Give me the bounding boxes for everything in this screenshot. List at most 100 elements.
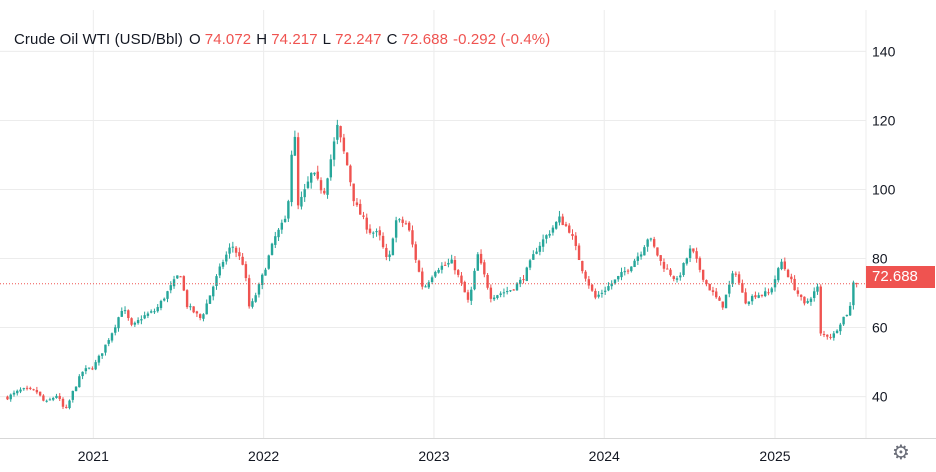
candle <box>822 330 826 338</box>
candle <box>251 298 254 309</box>
candle-body <box>270 243 274 255</box>
candle <box>290 150 293 207</box>
candle <box>381 232 385 249</box>
candle-body <box>610 283 613 287</box>
chart-legend: Crude Oil WTI (USD/Bbl) O 74.072 H 74.217 L 72… <box>14 31 555 48</box>
candle-body <box>306 181 310 188</box>
candle-body <box>365 217 368 230</box>
candle-body <box>532 254 535 260</box>
candle-body <box>456 270 460 275</box>
candle <box>682 262 685 277</box>
candle <box>577 243 581 261</box>
candle-body <box>120 310 123 317</box>
candle-body <box>728 284 731 294</box>
candle <box>261 273 264 290</box>
candle <box>773 275 777 292</box>
candle-body <box>613 279 617 284</box>
candle-body <box>845 314 849 316</box>
candle-body <box>198 314 202 318</box>
time-tick-label: 2022 <box>248 448 279 464</box>
time-tick-label: 2023 <box>418 448 449 464</box>
candle-body <box>192 306 195 313</box>
time-axis[interactable]: 2021 2022 2023 2024 2025 <box>78 448 791 464</box>
gear-icon[interactable]: ⚙ <box>892 442 910 464</box>
candle <box>58 393 61 402</box>
candle <box>61 397 65 410</box>
candle <box>296 132 300 210</box>
candle <box>453 255 457 275</box>
candle <box>394 216 398 243</box>
candle-body <box>19 389 22 392</box>
candle <box>476 252 479 271</box>
candle <box>715 288 718 299</box>
candle-body <box>594 290 597 298</box>
candle <box>404 220 408 225</box>
candle-body <box>764 291 767 297</box>
candle <box>701 269 705 283</box>
candle <box>45 399 48 403</box>
candle <box>270 242 274 256</box>
candle-body <box>502 292 506 294</box>
candle-body <box>701 269 705 280</box>
candle-body <box>136 320 140 324</box>
candle-body <box>803 296 806 304</box>
candle-body <box>74 386 78 392</box>
candle <box>505 286 509 295</box>
candle-body <box>319 180 323 191</box>
candle <box>541 234 545 252</box>
candle <box>352 183 355 207</box>
candle <box>855 282 858 288</box>
candle <box>839 322 842 335</box>
candle-body <box>577 245 581 261</box>
candle-body <box>780 261 783 270</box>
candle <box>310 172 313 189</box>
candle-body <box>551 227 555 233</box>
candle <box>724 294 728 309</box>
candle-body <box>310 172 313 183</box>
candle-body <box>538 245 542 252</box>
candle-body <box>724 294 728 309</box>
candle-body <box>708 284 711 291</box>
candle-body <box>463 281 466 293</box>
candle-body <box>692 248 695 252</box>
candle <box>332 137 336 167</box>
candle <box>659 254 662 266</box>
candle <box>29 386 32 391</box>
candle <box>365 213 368 234</box>
candle <box>218 263 221 279</box>
candle-body <box>796 290 800 294</box>
candle-body <box>754 295 757 298</box>
candle <box>737 271 741 286</box>
candle <box>19 387 22 394</box>
candle <box>617 275 620 282</box>
open-value: 74.072 <box>204 31 252 48</box>
candle-body <box>375 231 378 233</box>
candle <box>234 246 238 258</box>
candle <box>492 294 496 302</box>
candle <box>643 245 646 256</box>
candle-body <box>293 136 297 156</box>
candle-body <box>179 276 182 278</box>
candle <box>136 317 140 325</box>
candle <box>303 183 306 202</box>
candle <box>852 280 855 310</box>
candle-body <box>48 399 52 401</box>
candle-body <box>355 202 359 206</box>
price-axis[interactable]: 40 60 80 100 120 140 <box>872 43 896 404</box>
candle-body <box>617 276 620 280</box>
candle-body <box>666 268 669 270</box>
candle <box>192 306 195 314</box>
candle <box>238 247 241 261</box>
candle-body <box>241 256 244 265</box>
candle-body <box>737 274 741 283</box>
candle-body <box>767 292 770 294</box>
candle <box>202 313 205 322</box>
candle <box>434 270 437 278</box>
candle-body <box>643 247 646 256</box>
candle-body <box>195 311 199 314</box>
candle-body <box>806 301 809 303</box>
candle <box>603 286 607 295</box>
candle-body <box>130 318 133 325</box>
candle <box>323 187 326 195</box>
